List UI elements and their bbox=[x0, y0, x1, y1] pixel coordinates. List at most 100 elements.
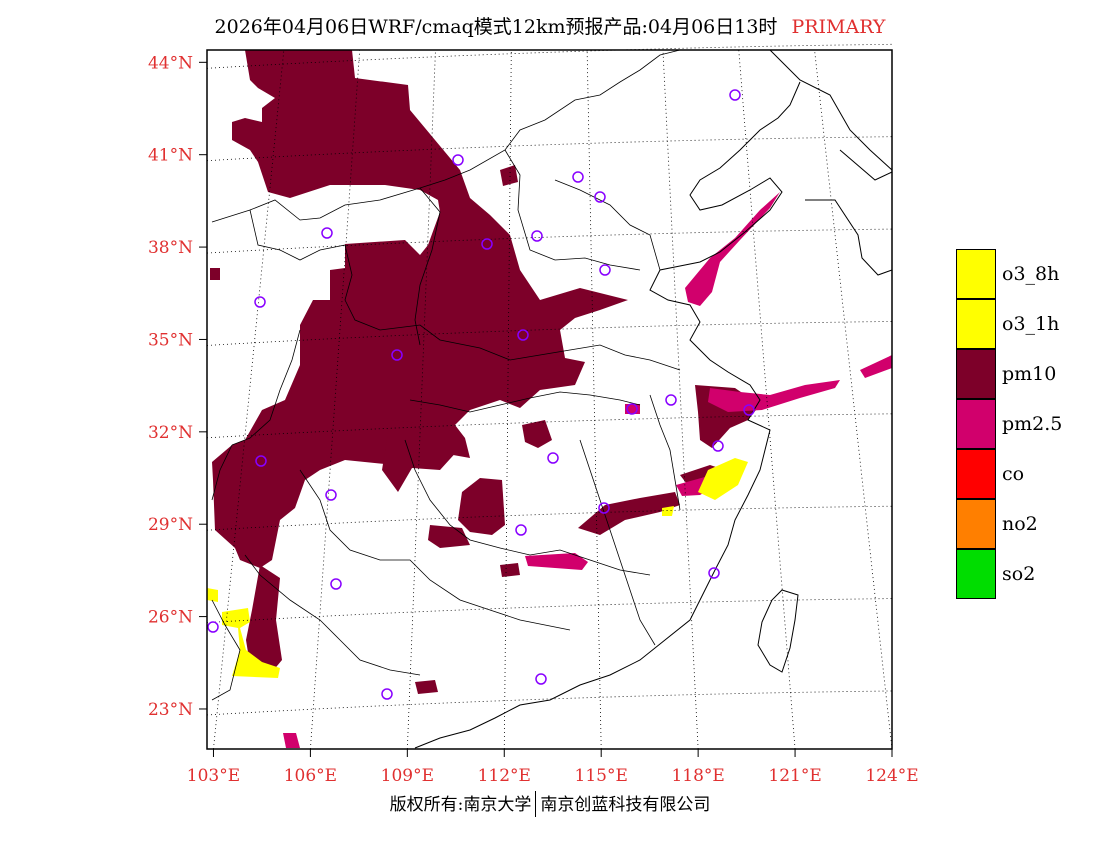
korea bbox=[805, 149, 893, 276]
pm25-band-sea bbox=[860, 355, 892, 378]
title-text: 2026年04月06日WRF/cmaq模式12km预报产品:04月06日13时 bbox=[214, 16, 778, 38]
o3-patch-edge bbox=[207, 588, 218, 602]
pollution-layer bbox=[207, 50, 892, 748]
legend-swatch bbox=[956, 399, 996, 449]
legend-label: so2 bbox=[1002, 563, 1036, 585]
pm10-patch-yangtze bbox=[458, 478, 505, 535]
lon-label: 109°E bbox=[381, 766, 434, 786]
pm10-patch-hubei bbox=[522, 420, 552, 448]
meridian-line bbox=[662, 49, 699, 750]
legend-label: o3_1h bbox=[1002, 313, 1060, 335]
copyright-left: 版权所有:南京大学 bbox=[389, 795, 532, 815]
pm10-region-north bbox=[212, 50, 628, 568]
station-marker bbox=[743, 404, 755, 416]
legend-swatch bbox=[956, 299, 996, 349]
lon-label: 106°E bbox=[284, 766, 337, 786]
pm10-patch-yangtze-b bbox=[428, 525, 470, 548]
parallel-line bbox=[206, 136, 893, 162]
parallel-line bbox=[206, 413, 893, 439]
legend-swatch bbox=[956, 249, 996, 299]
o3-patch-small bbox=[662, 506, 674, 516]
legend-label: o3_8h bbox=[1002, 263, 1060, 285]
lat-label: 38°N bbox=[148, 238, 193, 258]
parallel-line bbox=[206, 228, 893, 254]
station-marker bbox=[598, 502, 610, 514]
legend-swatch bbox=[956, 549, 996, 599]
lat-label: 32°N bbox=[148, 423, 193, 443]
station-marker bbox=[481, 238, 493, 250]
primary-tag: PRIMARY bbox=[791, 16, 886, 38]
station-marker bbox=[515, 524, 527, 536]
copyright-separator bbox=[535, 791, 537, 817]
lon-label: 103°E bbox=[187, 766, 240, 786]
parallel-line bbox=[206, 690, 893, 716]
station-marker bbox=[517, 329, 529, 341]
meridian-line bbox=[814, 49, 893, 750]
station-marker bbox=[330, 578, 342, 590]
meridian-line bbox=[406, 49, 436, 750]
parallel-line bbox=[206, 505, 893, 531]
lon-label: 112°E bbox=[478, 766, 531, 786]
station-marker bbox=[531, 230, 543, 242]
lon-label: 121°E bbox=[768, 766, 821, 786]
legend-label: no2 bbox=[1002, 513, 1038, 535]
lon-label: 118°E bbox=[671, 766, 724, 786]
pm25-band-hunan bbox=[525, 553, 588, 570]
o3-patch-guangxi bbox=[222, 608, 280, 678]
pm10-band-jiangxi bbox=[578, 492, 680, 535]
lon-label: 124°E bbox=[865, 766, 918, 786]
station-marker bbox=[729, 89, 741, 101]
pm10-patch-west bbox=[210, 268, 220, 280]
station-marker bbox=[594, 191, 606, 203]
parallel-line bbox=[206, 43, 893, 69]
pm10-patch-guangdong bbox=[415, 680, 438, 694]
meridian-line bbox=[586, 49, 602, 750]
lat-label: 41°N bbox=[148, 146, 193, 166]
lat-label: 35°N bbox=[148, 330, 193, 350]
copyright-right: 南京创蓝科技有限公司 bbox=[540, 795, 711, 815]
meridian-line bbox=[503, 49, 512, 750]
station-marker bbox=[535, 673, 547, 685]
station-marker bbox=[547, 452, 559, 464]
coastline bbox=[414, 49, 893, 749]
station-marker bbox=[391, 349, 403, 361]
taiwan bbox=[757, 589, 799, 673]
lat-label: 44°N bbox=[148, 53, 193, 73]
pm25-band-jiangsu bbox=[708, 380, 840, 412]
graticule bbox=[206, 43, 893, 750]
station-marker bbox=[708, 567, 720, 579]
legend-swatch bbox=[956, 449, 996, 499]
pm10-patch-shaanxi bbox=[382, 420, 460, 492]
station-marker bbox=[207, 621, 219, 633]
province-lines bbox=[211, 49, 681, 701]
station-marker bbox=[712, 440, 724, 452]
station-marker bbox=[325, 489, 337, 501]
lat-label: 29°N bbox=[148, 515, 193, 535]
latitude-labels: 44°N 41°N 38°N 35°N 32°N 29°N 26°N 23°N bbox=[148, 53, 193, 720]
station-marker bbox=[452, 154, 464, 166]
station-marker bbox=[381, 688, 393, 700]
station-marker bbox=[599, 264, 611, 276]
station-marker bbox=[626, 403, 638, 415]
legend-swatch bbox=[956, 499, 996, 549]
lat-label: 23°N bbox=[148, 700, 193, 720]
pm10-patch-hunan bbox=[500, 563, 520, 577]
pm10-region-south bbox=[246, 565, 282, 672]
parallel-line bbox=[206, 598, 893, 623]
pm10-patch-hebei bbox=[500, 165, 518, 186]
legend-label: pm10 bbox=[1002, 363, 1057, 385]
parallel-line bbox=[206, 321, 893, 346]
pm25-band-shandong bbox=[685, 192, 780, 306]
meridian-line bbox=[309, 49, 361, 750]
o3-patch-zhejiang bbox=[698, 458, 748, 500]
map-title: 2026年04月06日WRF/cmaq模式12km预报产品:04月06日13时 P… bbox=[0, 12, 1100, 39]
boundary-layer bbox=[211, 49, 893, 749]
lat-label: 26°N bbox=[148, 608, 193, 628]
station-marker bbox=[665, 394, 677, 406]
longitude-labels: 103°E 106°E 109°E 112°E 115°E 118°E 121°E 124°E bbox=[187, 766, 919, 786]
legend-swatch bbox=[956, 349, 996, 399]
legend-label: pm2.5 bbox=[1002, 413, 1063, 435]
pm25-patch-south bbox=[283, 733, 300, 748]
axis-ticks bbox=[199, 61, 893, 757]
